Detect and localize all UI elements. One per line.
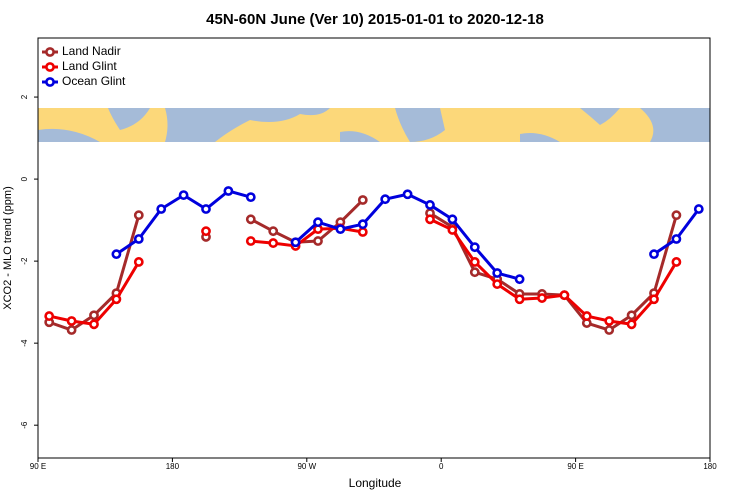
x-tick-label: 180 xyxy=(703,462,717,471)
point xyxy=(201,204,211,214)
point xyxy=(133,210,144,221)
point xyxy=(537,293,547,303)
point xyxy=(447,214,458,225)
point xyxy=(671,257,682,267)
legend-marker xyxy=(45,77,55,87)
point xyxy=(693,204,704,214)
map-ocean xyxy=(38,108,710,142)
point xyxy=(671,210,682,221)
chart-title: 45N-60N June (Ver 10) 2015-01-01 to 2020… xyxy=(206,11,544,28)
legend-label: Land Nadir xyxy=(62,44,121,58)
point xyxy=(245,214,256,225)
point xyxy=(223,186,234,196)
x-axis-label: Longitude xyxy=(349,476,402,490)
point xyxy=(44,311,55,321)
x-tick-label: 0 xyxy=(439,462,444,471)
y-tick-label: 2 xyxy=(20,94,29,99)
point xyxy=(290,237,301,248)
point xyxy=(156,204,167,214)
x-tick-label: 90 E xyxy=(30,462,46,471)
point xyxy=(313,217,323,228)
point xyxy=(492,268,503,278)
point xyxy=(357,227,368,237)
point xyxy=(178,190,189,200)
point xyxy=(514,294,525,305)
point xyxy=(671,234,682,244)
point xyxy=(425,200,435,210)
point xyxy=(402,189,413,200)
y-tick-label: -2 xyxy=(20,257,29,265)
point xyxy=(492,279,503,289)
point xyxy=(469,257,480,267)
y-tick-label: -4 xyxy=(20,339,29,347)
x-tick-label: 90 E xyxy=(567,462,583,471)
y-tick-label: 0 xyxy=(20,176,29,181)
x-tick-label: 180 xyxy=(166,462,180,471)
point xyxy=(559,290,570,301)
point xyxy=(133,257,144,267)
point xyxy=(89,310,99,321)
plot-frame xyxy=(37,37,711,459)
legend-label: Ocean Glint xyxy=(62,74,126,88)
legend-marker xyxy=(45,62,55,72)
point xyxy=(133,234,144,244)
point xyxy=(201,226,211,237)
point xyxy=(447,225,458,235)
point xyxy=(626,310,637,321)
point xyxy=(649,294,659,305)
point xyxy=(66,325,77,335)
point xyxy=(335,224,346,235)
point xyxy=(425,214,435,225)
point xyxy=(245,192,256,203)
point xyxy=(268,238,279,248)
point xyxy=(111,294,122,305)
y-axis-label: XCO2 - MLO trend (ppm) xyxy=(2,186,14,309)
point xyxy=(89,319,99,330)
point xyxy=(604,316,615,326)
point xyxy=(313,236,323,246)
map-strip xyxy=(38,108,710,142)
point xyxy=(66,316,77,326)
point xyxy=(268,226,279,237)
x-tick-label: 90 W xyxy=(297,462,316,471)
point xyxy=(357,195,368,205)
point xyxy=(469,267,480,278)
point xyxy=(111,249,122,260)
y-tick-label: -6 xyxy=(20,421,29,429)
point xyxy=(581,311,592,321)
legend-marker xyxy=(45,47,55,57)
legend-label: Land Glint xyxy=(62,59,117,73)
point xyxy=(357,219,368,230)
point xyxy=(514,274,525,285)
point xyxy=(245,236,256,246)
point xyxy=(649,249,659,260)
point xyxy=(469,242,480,253)
point xyxy=(380,194,391,205)
point xyxy=(604,325,615,335)
point xyxy=(626,319,637,330)
